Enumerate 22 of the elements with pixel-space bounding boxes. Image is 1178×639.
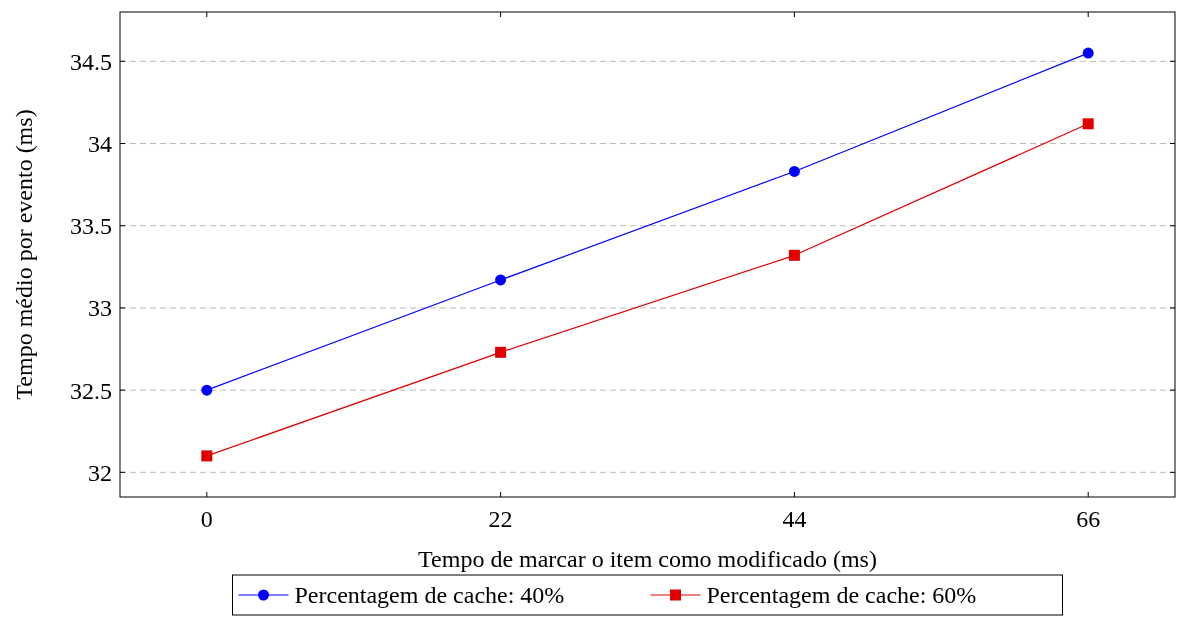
x-tick-label: 22	[488, 506, 513, 532]
x-tick-label: 44	[782, 506, 807, 532]
y-tick-label: 33	[88, 295, 112, 322]
y-axis-title: Tempo médio por evento (ms)	[11, 109, 37, 400]
x-tick-label: 66	[1076, 506, 1101, 532]
legend-label: Percentagem de cache: 40%	[294, 582, 565, 609]
y-tick-label: 32	[88, 459, 112, 486]
point	[201, 384, 213, 396]
y-tick-label: 33.5	[70, 213, 112, 240]
point	[788, 165, 800, 177]
x-axis-title: Tempo de marcar o item como modificado (ms)	[418, 546, 877, 572]
y-tick-label: 32.5	[70, 377, 112, 404]
legend-label: Percentagem de cache: 60%	[706, 582, 977, 609]
point	[788, 249, 800, 261]
y-tick-label: 34.5	[70, 48, 112, 75]
x-tick-label: 0	[200, 506, 213, 532]
point	[1082, 47, 1094, 59]
point	[201, 450, 213, 462]
point	[495, 274, 507, 286]
y-tick-label: 34	[88, 130, 112, 157]
point	[495, 346, 507, 358]
point	[1082, 118, 1094, 130]
